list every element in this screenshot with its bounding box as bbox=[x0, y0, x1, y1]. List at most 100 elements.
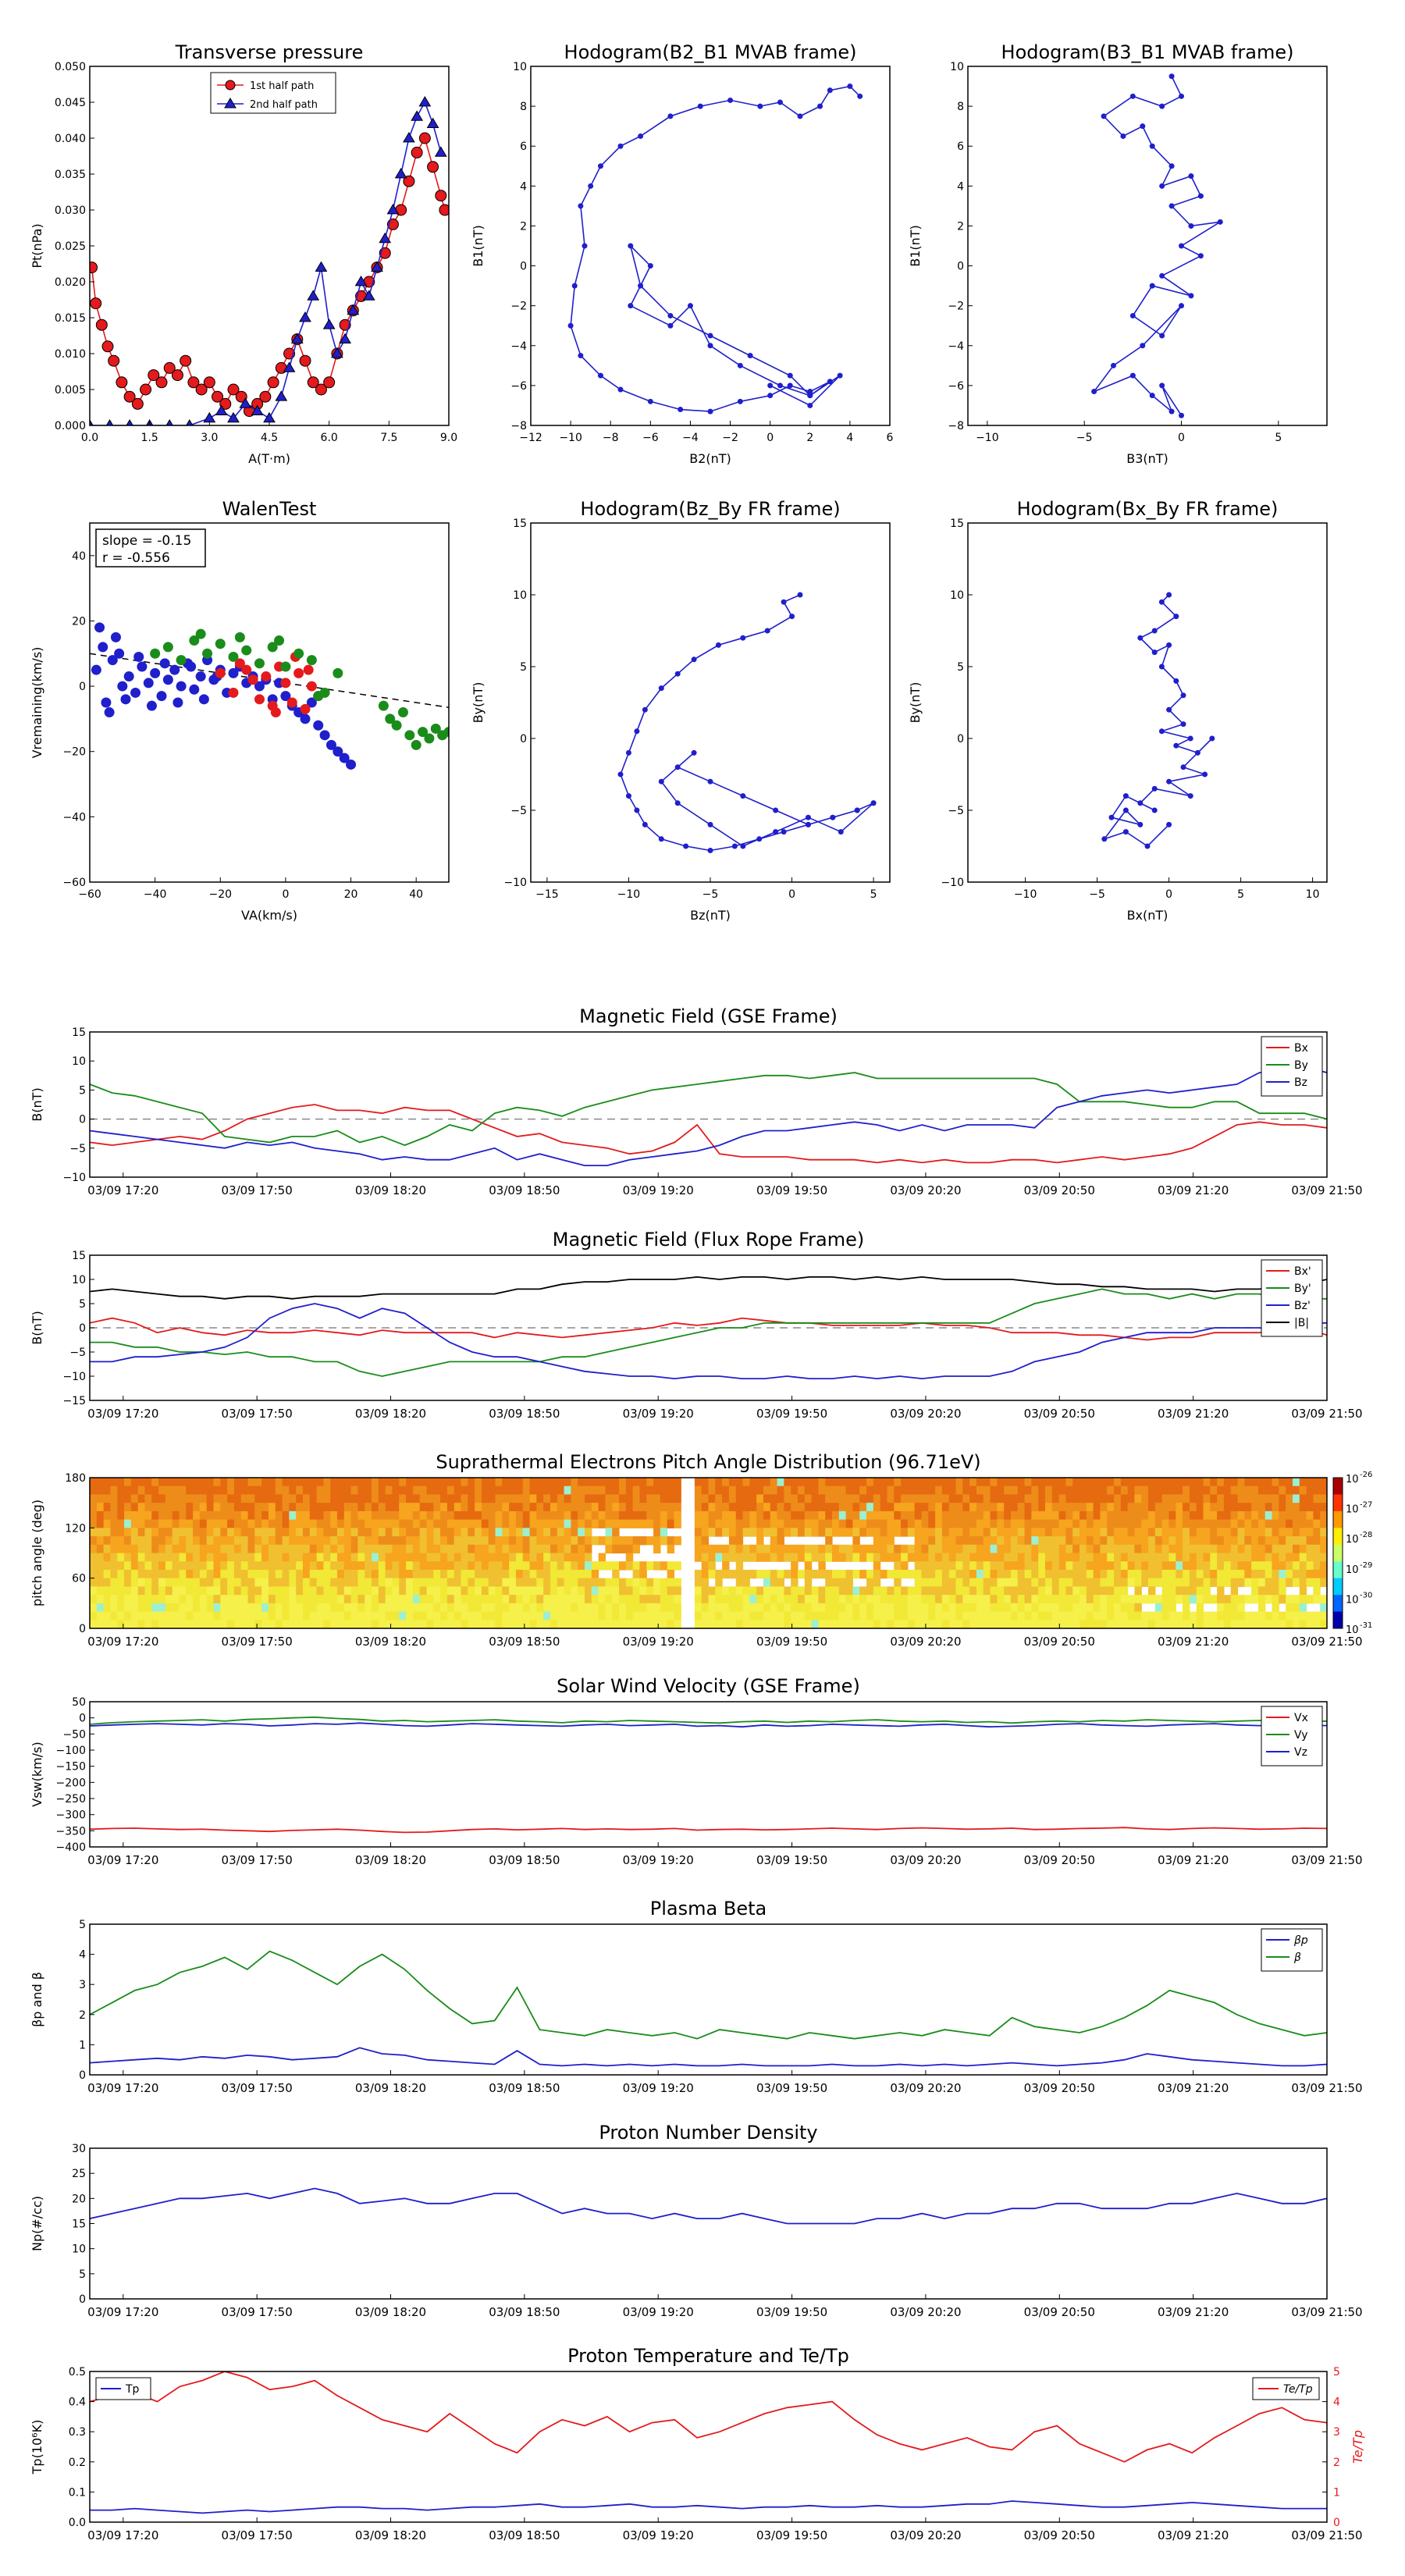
heat-cell bbox=[907, 1485, 916, 1496]
data-point bbox=[108, 354, 120, 367]
heat-cell bbox=[728, 1603, 737, 1613]
heat-cell bbox=[941, 1485, 950, 1496]
heat-cell bbox=[715, 1553, 723, 1562]
heat-cell bbox=[1031, 1595, 1039, 1604]
heat-cell bbox=[461, 1620, 468, 1628]
heat-cell bbox=[1176, 1611, 1183, 1621]
heat-cell bbox=[797, 1544, 806, 1554]
heat-cell bbox=[90, 1510, 98, 1521]
heat-cell bbox=[296, 1536, 304, 1546]
heat-cell bbox=[378, 1603, 386, 1613]
heat-cell bbox=[763, 1485, 771, 1496]
heat-cell bbox=[1196, 1620, 1204, 1628]
y-axis-label: pitch angle (deg) bbox=[30, 1500, 44, 1606]
heat-cell bbox=[777, 1510, 784, 1521]
heat-cell bbox=[268, 1586, 276, 1596]
heat-cell bbox=[1010, 1536, 1019, 1546]
heat-cell bbox=[233, 1620, 242, 1628]
data-point bbox=[195, 383, 208, 396]
heat-cell bbox=[289, 1510, 297, 1521]
heat-cell bbox=[997, 1561, 1005, 1571]
heat-cell bbox=[199, 1603, 208, 1613]
heat-cell bbox=[921, 1620, 929, 1628]
heat-cell bbox=[446, 1561, 455, 1571]
y-tick-label: 10 bbox=[950, 589, 964, 602]
heat-cell bbox=[674, 1611, 681, 1621]
heat-cell bbox=[1107, 1478, 1115, 1487]
heat-cell bbox=[247, 1528, 255, 1537]
heat-cell bbox=[179, 1510, 187, 1521]
heat-cell bbox=[454, 1528, 462, 1537]
data-point bbox=[176, 655, 187, 666]
heat-cell bbox=[433, 1503, 441, 1512]
data-point bbox=[707, 343, 713, 349]
heat-cell bbox=[1272, 1595, 1279, 1604]
heat-cell bbox=[103, 1561, 112, 1571]
heat-cell bbox=[866, 1586, 874, 1596]
heat-cell bbox=[1183, 1569, 1190, 1579]
heat-cell bbox=[1320, 1603, 1327, 1613]
x-tick-label: −10 bbox=[976, 432, 999, 444]
heat-cell bbox=[571, 1494, 578, 1503]
data-point bbox=[617, 771, 624, 777]
x-tick-label: −10 bbox=[559, 432, 582, 444]
heat-cell bbox=[1272, 1544, 1279, 1554]
data-layer bbox=[617, 592, 877, 854]
data-point bbox=[280, 661, 291, 672]
heat-cell bbox=[1120, 1611, 1129, 1621]
heat-cell bbox=[804, 1519, 813, 1528]
series-line-By' bbox=[90, 1288, 1327, 1377]
heat-cell bbox=[193, 1553, 201, 1562]
heat-cell bbox=[1176, 1519, 1183, 1528]
heat-cell bbox=[1210, 1553, 1218, 1562]
heat-cell bbox=[1010, 1569, 1019, 1579]
heat-cell bbox=[564, 1478, 571, 1487]
heat-cell bbox=[612, 1578, 620, 1587]
y-tick-label: 5 bbox=[520, 661, 527, 674]
heat-cell bbox=[509, 1485, 517, 1496]
heat-cell bbox=[529, 1494, 537, 1503]
heat-cell bbox=[502, 1536, 510, 1546]
heat-cell bbox=[612, 1620, 620, 1628]
heat-cell bbox=[763, 1586, 771, 1596]
heat-cell bbox=[1320, 1553, 1327, 1562]
heat-cell bbox=[1154, 1561, 1163, 1571]
heat-cell bbox=[825, 1603, 833, 1613]
heat-cell bbox=[323, 1595, 331, 1604]
data-point bbox=[1159, 272, 1165, 279]
heat-cell bbox=[1176, 1569, 1183, 1579]
heat-cell bbox=[199, 1528, 208, 1537]
heat-cell bbox=[660, 1578, 668, 1587]
heat-cell bbox=[948, 1485, 957, 1496]
axes-frame bbox=[89, 1477, 1328, 1629]
heat-cell bbox=[254, 1620, 262, 1628]
heat-cell bbox=[433, 1586, 441, 1596]
heat-cell bbox=[172, 1536, 180, 1546]
heat-cell bbox=[343, 1620, 352, 1628]
x-tick-label: −5 bbox=[702, 888, 719, 901]
heat-cell bbox=[1251, 1528, 1259, 1537]
heat-cell bbox=[302, 1553, 311, 1562]
heat-cell bbox=[619, 1510, 627, 1521]
data-point bbox=[628, 243, 634, 249]
heat-cell bbox=[419, 1494, 428, 1503]
heat-cell bbox=[983, 1553, 991, 1562]
heat-cell bbox=[220, 1553, 228, 1562]
heat-cell bbox=[928, 1620, 936, 1628]
heat-cell bbox=[412, 1620, 421, 1628]
heat-cell bbox=[784, 1620, 791, 1628]
y-axis-label: Pt(nPa) bbox=[30, 223, 44, 268]
heat-cell bbox=[144, 1519, 152, 1528]
heat-cell bbox=[247, 1485, 255, 1496]
heat-cell bbox=[756, 1569, 764, 1579]
heat-cell bbox=[206, 1611, 215, 1621]
heat-cell bbox=[1286, 1485, 1293, 1496]
heat-cell bbox=[426, 1478, 434, 1487]
heat-cell bbox=[1251, 1544, 1259, 1554]
heat-cell bbox=[578, 1510, 585, 1521]
heat-cell bbox=[193, 1503, 201, 1512]
heat-cell bbox=[605, 1536, 613, 1546]
heat-cell bbox=[179, 1569, 187, 1579]
data-point bbox=[1149, 283, 1155, 289]
axes-frame bbox=[530, 66, 891, 426]
